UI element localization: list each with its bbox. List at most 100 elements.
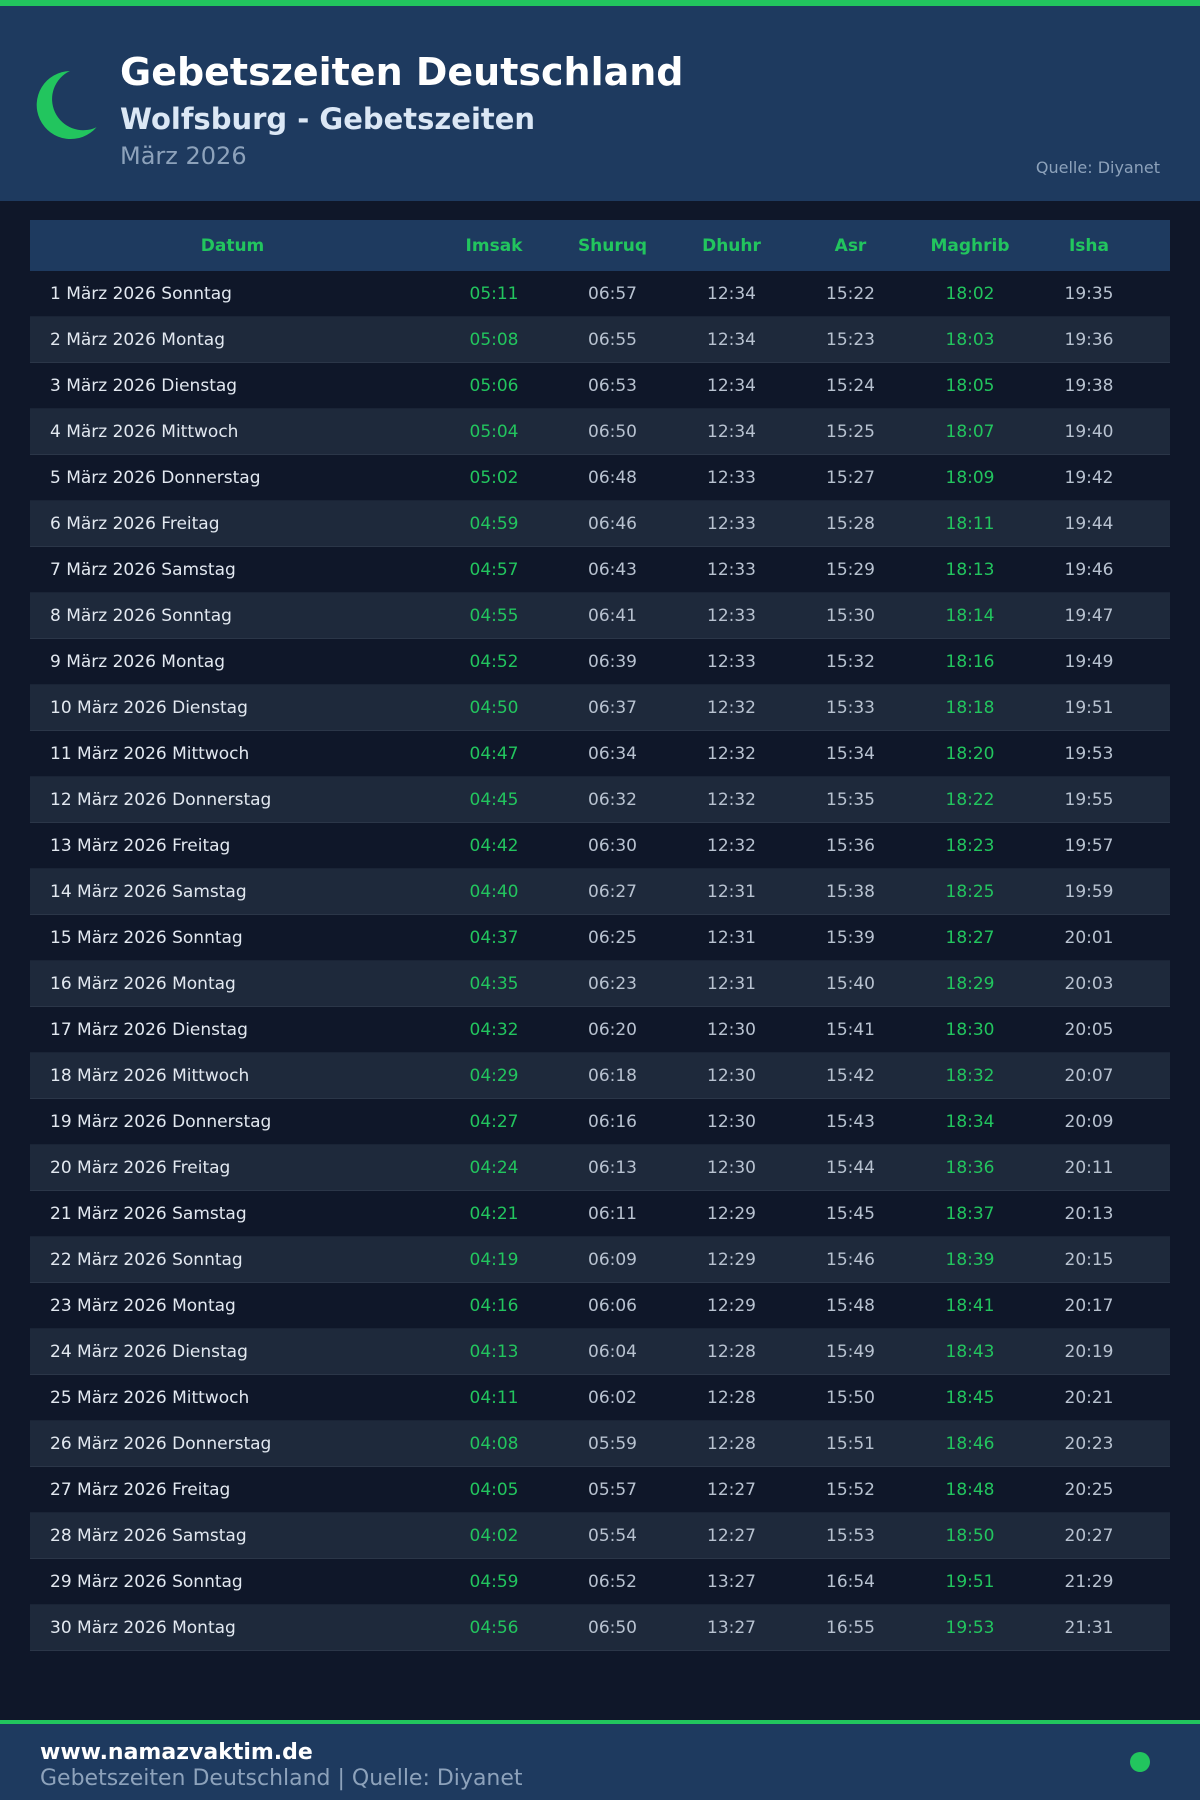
table-row: 10 März 2026 Dienstag 04:50 06:37 12:32 15:3… [30, 685, 1170, 731]
col-header-dhuhr: Dhuhr [702, 235, 761, 256]
cell-imsak: 04:35 [469, 973, 519, 994]
cell-asr: 15:33 [826, 697, 875, 718]
cell-isha: 21:31 [1064, 1617, 1114, 1638]
cell-asr: 15:45 [826, 1203, 875, 1224]
cell-maghrib: 18:05 [945, 375, 995, 396]
cell-asr: 15:22 [826, 283, 875, 304]
cell-shuruq: 05:54 [588, 1525, 637, 1546]
cell-isha: 20:05 [1064, 1019, 1114, 1040]
cell-maghrib: 19:51 [945, 1571, 995, 1592]
cell-isha: 19:38 [1064, 375, 1114, 396]
cell-imsak: 04:57 [469, 559, 519, 580]
cell-isha: 20:03 [1064, 973, 1114, 994]
table-row: 16 März 2026 Montag 04:35 06:23 12:31 15:40 1… [30, 961, 1170, 1007]
cell-dhuhr: 12:27 [707, 1525, 756, 1546]
table-row: 27 März 2026 Freitag 04:05 05:57 12:27 15:52… [30, 1467, 1170, 1513]
cell-shuruq: 06:20 [588, 1019, 637, 1040]
cell-imsak: 04:29 [469, 1065, 519, 1086]
cell-date: 24 März 2026 Dienstag [50, 1341, 248, 1362]
table-row: 17 März 2026 Dienstag 04:32 06:20 12:30 15:4… [30, 1007, 1170, 1053]
cell-dhuhr: 12:29 [707, 1295, 756, 1316]
cell-maghrib: 18:27 [945, 927, 995, 948]
cell-asr: 15:52 [826, 1479, 875, 1500]
cell-isha: 20:19 [1064, 1341, 1114, 1362]
cell-date: 3 März 2026 Dienstag [50, 375, 238, 396]
cell-shuruq: 06:43 [588, 559, 637, 580]
top-accent-bar [0, 0, 1200, 6]
cell-isha: 20:01 [1064, 927, 1114, 948]
cell-date: 11 März 2026 Mittwoch [50, 743, 250, 764]
cell-maghrib: 18:16 [945, 651, 995, 672]
cell-isha: 19:51 [1064, 697, 1114, 718]
cell-asr: 15:27 [826, 467, 875, 488]
cell-isha: 20:15 [1064, 1249, 1114, 1270]
cell-shuruq: 06:23 [588, 973, 637, 994]
cell-isha: 20:27 [1064, 1525, 1114, 1546]
table-row: 19 März 2026 Donnerstag 04:27 06:16 12:30 15… [30, 1099, 1170, 1145]
cell-shuruq: 06:30 [588, 835, 637, 856]
status-dot-icon [1130, 1752, 1150, 1772]
cell-maghrib: 18:36 [945, 1157, 995, 1178]
cell-isha: 19:53 [1064, 743, 1114, 764]
cell-imsak: 04:21 [469, 1203, 519, 1224]
cell-asr: 15:34 [826, 743, 875, 764]
cell-maghrib: 18:11 [945, 513, 995, 534]
cell-imsak: 04:19 [469, 1249, 519, 1270]
cell-date: 18 März 2026 Mittwoch [50, 1065, 250, 1086]
col-header-asr: Asr [834, 235, 867, 256]
cell-dhuhr: 12:34 [707, 329, 756, 350]
cell-shuruq: 06:48 [588, 467, 637, 488]
cell-imsak: 04:05 [469, 1479, 519, 1500]
cell-isha: 19:49 [1064, 651, 1114, 672]
table-row: 11 März 2026 Mittwoch 04:47 06:34 12:32 15:3… [30, 731, 1170, 777]
cell-shuruq: 06:37 [588, 697, 637, 718]
cell-asr: 15:23 [826, 329, 875, 350]
cell-maghrib: 18:37 [945, 1203, 995, 1224]
cell-asr: 15:28 [826, 513, 875, 534]
cell-date: 27 März 2026 Freitag [50, 1479, 231, 1500]
cell-maghrib: 18:46 [945, 1433, 995, 1454]
cell-dhuhr: 12:30 [707, 1157, 756, 1178]
cell-dhuhr: 12:34 [707, 421, 756, 442]
table-row: 4 März 2026 Mittwoch 05:04 06:50 12:34 15:25… [30, 409, 1170, 455]
cell-isha: 20:11 [1064, 1157, 1114, 1178]
cell-maghrib: 18:30 [945, 1019, 995, 1040]
cell-asr: 16:55 [826, 1617, 875, 1638]
cell-date: 2 März 2026 Montag [50, 329, 226, 350]
cell-dhuhr: 12:34 [707, 283, 756, 304]
cell-maghrib: 18:48 [945, 1479, 995, 1500]
cell-asr: 15:44 [826, 1157, 875, 1178]
table-row: 2 März 2026 Montag 05:08 06:55 12:34 15:23 18… [30, 317, 1170, 363]
cell-date: 20 März 2026 Freitag [50, 1157, 231, 1178]
footer-accent-line [0, 1720, 1200, 1724]
table-row: 6 März 2026 Freitag 04:59 06:46 12:33 15:28 1… [30, 501, 1170, 547]
cell-dhuhr: 12:32 [707, 835, 756, 856]
cell-date: 4 März 2026 Mittwoch [50, 421, 239, 442]
table-row: 15 März 2026 Sonntag 04:37 06:25 12:31 15:39… [30, 915, 1170, 961]
table-header: Datum Imsak Shuruq Dhuhr Asr Maghrib Ish… [30, 220, 1170, 271]
cell-isha: 20:21 [1064, 1387, 1114, 1408]
cell-imsak: 05:08 [469, 329, 519, 350]
table-row: 30 März 2026 Montag 04:56 06:50 13:27 16:55 1… [30, 1605, 1170, 1651]
cell-date: 7 März 2026 Samstag [50, 559, 236, 580]
table-row: 9 März 2026 Montag 04:52 06:39 12:33 15:32 18… [30, 639, 1170, 685]
page-footer: www.namazvaktim.de Gebetszeiten Deutschl… [0, 1724, 1200, 1800]
cell-imsak: 04:24 [469, 1157, 519, 1178]
cell-date: 23 März 2026 Montag [50, 1295, 236, 1316]
footer-url[interactable]: www.namazvaktim.de [40, 1740, 313, 1765]
cell-date: 13 März 2026 Freitag [50, 835, 231, 856]
cell-maghrib: 18:02 [945, 283, 995, 304]
cell-shuruq: 06:16 [588, 1111, 637, 1132]
cell-isha: 19:36 [1064, 329, 1114, 350]
table-row: 25 März 2026 Mittwoch 04:11 06:02 12:28 15:5… [30, 1375, 1170, 1421]
cell-date: 12 März 2026 Donnerstag [50, 789, 272, 810]
cell-date: 5 März 2026 Donnerstag [50, 467, 261, 488]
cell-dhuhr: 12:32 [707, 697, 756, 718]
cell-shuruq: 06:13 [588, 1157, 637, 1178]
cell-maghrib: 18:14 [945, 605, 995, 626]
cell-imsak: 04:55 [469, 605, 519, 626]
footer-text: Gebetszeiten Deutschland | Quelle: Diyan… [40, 1766, 523, 1791]
cell-asr: 15:35 [826, 789, 875, 810]
cell-asr: 15:39 [826, 927, 875, 948]
cell-dhuhr: 12:31 [707, 881, 756, 902]
